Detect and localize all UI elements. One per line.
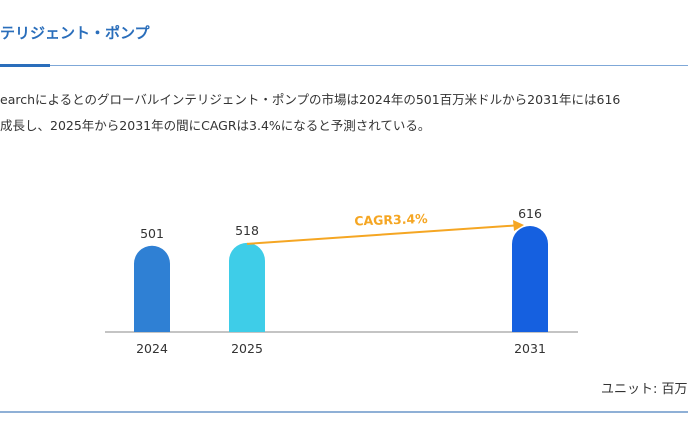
section-title: テリジェント・ポンプ [0,24,150,42]
x-tick-label-2025: 2025 [231,341,263,356]
bar-2024 [134,245,170,332]
section-divider [0,65,688,66]
x-tick-label-2031: 2031 [514,341,546,356]
unit-label: ユニット: 百万 [601,382,688,397]
x-tick-label-2024: 2024 [136,341,168,356]
cagr-arrow [246,224,519,245]
market-description: earchによるとのグローバルインテリジェント・ポンプの市場は2024年の501… [0,87,620,139]
description-line-1: earchによるとのグローバルインテリジェント・ポンプの市場は2024年の501… [0,92,621,107]
cagr-arrowhead [513,220,524,231]
cagr-label: CAGR3.4% [354,211,428,229]
data-label-2024: 501 [140,226,164,241]
description-line-2: 成長し、2025年から2031年の間にCAGRは3.4%になると予測されている。 [0,118,431,133]
bar-2025 [229,242,265,332]
data-label-2031: 616 [518,206,542,221]
bottom-divider [0,411,688,413]
bar-2031 [512,226,548,332]
active-tab-indicator [0,64,50,67]
data-label-2025: 518 [235,223,259,238]
